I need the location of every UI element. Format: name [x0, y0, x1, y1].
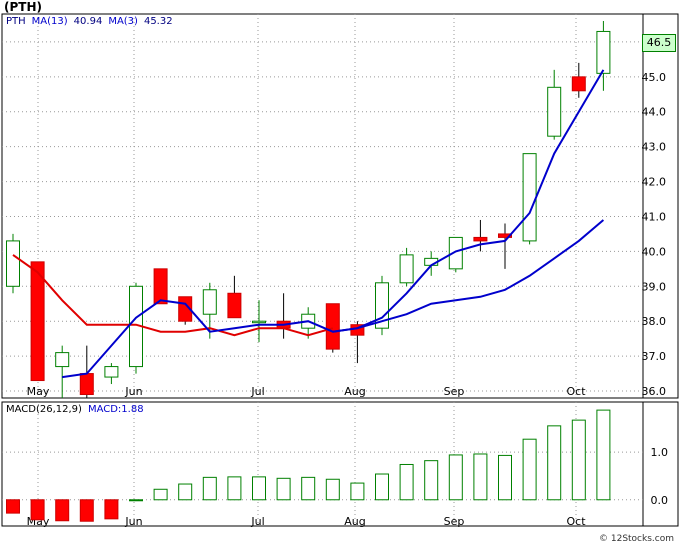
chart-title: (PTH) — [4, 0, 42, 14]
price-month-label: Jul — [250, 385, 264, 398]
price-month-label: Oct — [566, 385, 586, 398]
macd-bar — [498, 454, 512, 501]
price-tick-label: 36.0 — [642, 385, 667, 398]
macd-tick-label: 0.0 — [651, 494, 669, 507]
macd-bar — [571, 419, 586, 501]
candle-body — [399, 254, 414, 284]
candle-body — [375, 282, 389, 329]
macd-bar — [178, 483, 193, 501]
macd-panel-frame — [1, 401, 679, 527]
macd-bar — [448, 454, 463, 501]
price-tick-label: 40.0 — [642, 245, 667, 258]
price-month-label: Aug — [344, 385, 365, 398]
candle-body — [227, 292, 242, 319]
price-tick-label: 39.0 — [642, 280, 667, 293]
macd-bar — [375, 473, 389, 501]
candle-body — [202, 289, 217, 315]
macd-bar — [6, 499, 20, 514]
candle-body — [596, 30, 611, 74]
macd-bar — [596, 409, 611, 501]
price-legend: PTH MA(13) 40.94 MA(3) 45.32 — [6, 16, 179, 27]
macd-bar — [522, 438, 537, 501]
macd-bar — [227, 476, 242, 501]
macd-bar — [104, 499, 119, 520]
candle-body — [79, 373, 94, 396]
price-tick-label: 38.0 — [642, 315, 667, 328]
price-tick-label: 42.0 — [642, 176, 667, 189]
legend-ma3-value: 45.32 — [143, 16, 173, 27]
candle-body — [104, 366, 119, 378]
macd-month-label: Aug — [344, 515, 365, 528]
macd-month-label: Jul — [250, 515, 264, 528]
legend-ticker: PTH — [6, 16, 26, 27]
candle-body — [55, 352, 70, 368]
macd-bar — [350, 482, 365, 501]
candle-body — [252, 320, 266, 324]
macd-bar — [79, 499, 94, 522]
candle-body — [571, 76, 586, 92]
macd-value: MACD:1.88 — [87, 404, 144, 415]
ma13-line — [332, 219, 605, 333]
candle-body — [325, 303, 340, 350]
price-tick-label: 45.0 — [642, 71, 667, 84]
price-month-label: May — [27, 385, 50, 398]
candle-body — [473, 236, 488, 242]
macd-bar — [129, 499, 143, 502]
macd-bar — [30, 499, 45, 521]
price-tick-label: 44.0 — [642, 106, 667, 119]
macd-bar — [202, 476, 217, 501]
candle-body — [522, 153, 537, 242]
price-tick-label: 43.0 — [642, 141, 667, 154]
macd-month-label: Oct — [566, 515, 586, 528]
legend-ma13-value: 40.94 — [73, 16, 103, 27]
price-month-label: Jun — [124, 385, 142, 398]
macd-bar — [399, 463, 414, 501]
macd-bar — [547, 425, 562, 501]
macd-params: MACD(26,12,9) — [6, 404, 82, 415]
macd-tick-label: 1.0 — [651, 446, 669, 459]
macd-month-label: Sep — [444, 515, 465, 528]
candle-body — [30, 261, 45, 382]
price-panel-frame — [1, 13, 679, 399]
macd-bar — [424, 460, 439, 501]
macd-bar — [276, 477, 291, 501]
price-month-label: Sep — [444, 385, 465, 398]
macd-bar — [55, 499, 70, 522]
macd-bar — [153, 488, 168, 501]
candle-body — [448, 236, 463, 270]
legend-ma13-label: MA(13) — [31, 16, 68, 27]
macd-bar — [301, 476, 316, 501]
candle-body — [153, 268, 168, 305]
macd-legend: MACD(26,12,9) MACD:1.88 — [6, 404, 150, 415]
macd-bar — [252, 476, 266, 501]
ma13-early-line — [12, 254, 334, 337]
candle-body — [547, 86, 562, 137]
candle-body — [6, 240, 20, 287]
macd-bar — [325, 478, 340, 501]
candle-body — [498, 233, 512, 238]
macd-month-label: Jun — [124, 515, 142, 528]
last-price-tag: 46.5 — [642, 34, 676, 52]
price-tick-label: 41.0 — [642, 210, 667, 223]
price-tick-label: 37.0 — [642, 350, 667, 363]
legend-ma3-label: MA(3) — [108, 16, 138, 27]
watermark: © 12Stocks.com — [599, 534, 674, 544]
macd-bar — [473, 453, 488, 501]
